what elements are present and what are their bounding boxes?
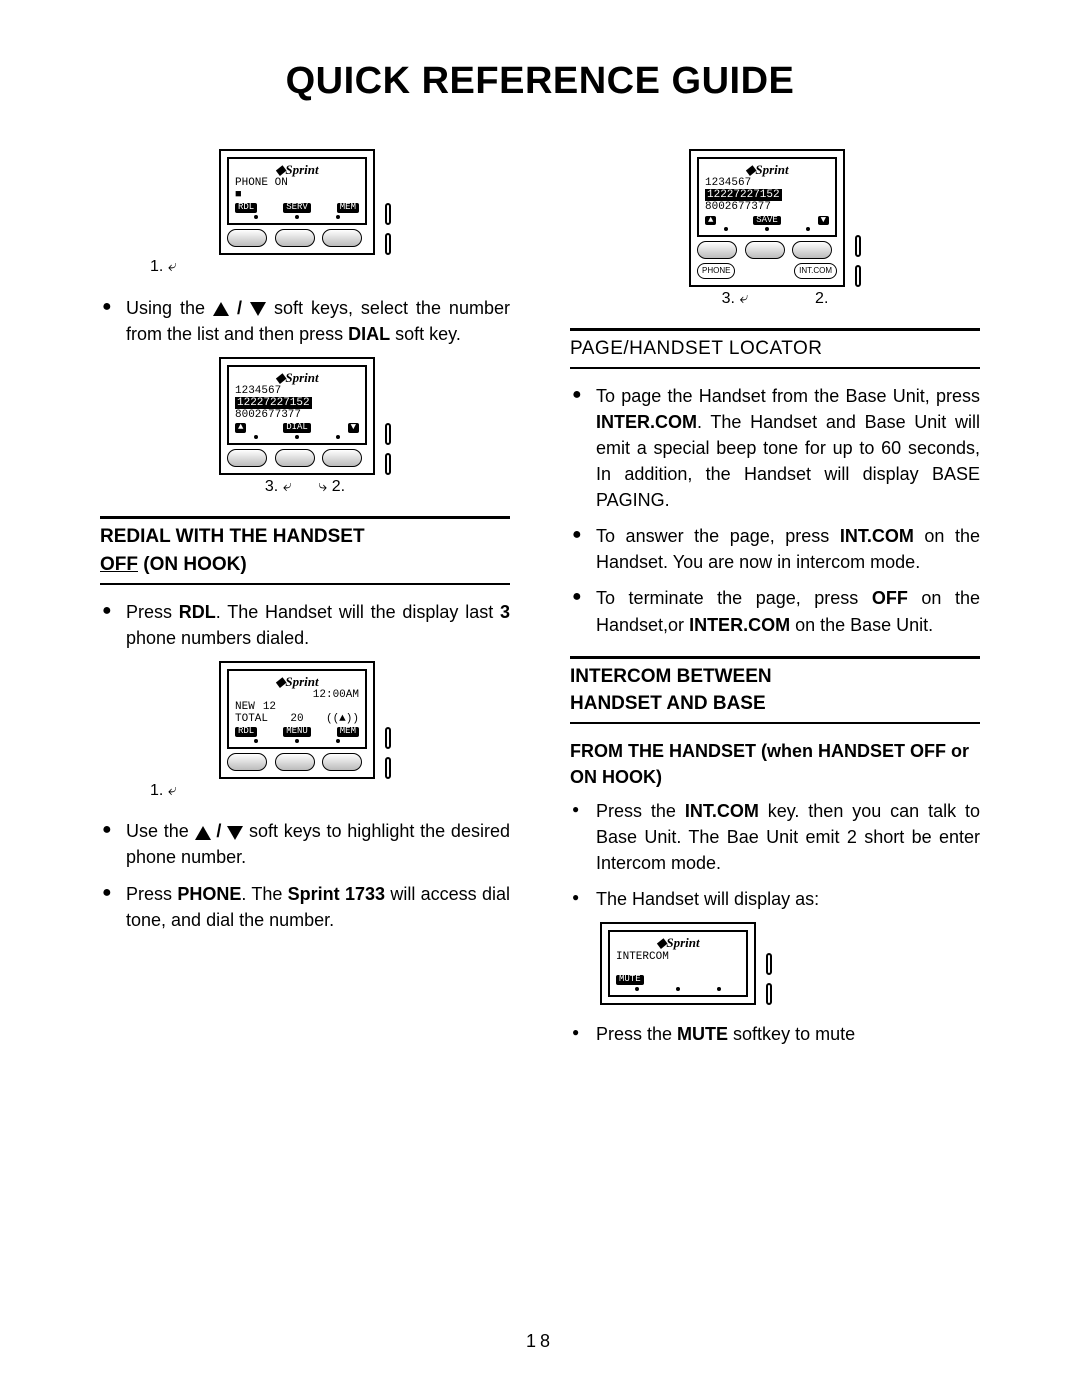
- instruction-item: To answer the page, press INT.COM on the…: [570, 523, 980, 575]
- two-column-layout: ◆Sprint PHONE ON ■ RDL SERV MEM 1. ⤶: [100, 143, 980, 1057]
- figure-3: ◆Sprint 12:00AM NEW12 TOTAL20((▲)) RDL M…: [100, 661, 510, 803]
- instruction-item: Press RDL. The Handset will the display …: [100, 599, 510, 651]
- figure-2: ◆Sprint 1234567 12227227152 8002677377 ▲…: [100, 357, 510, 499]
- figure-caption: 1. ⤶: [150, 779, 177, 802]
- figure-caption: 1. ⤶: [150, 255, 177, 278]
- softkey-label: DIAL: [283, 423, 311, 433]
- softkey-label: MUTE: [616, 975, 644, 985]
- brand-label: Sprint: [285, 162, 318, 177]
- page-title: QUICK REFERENCE GUIDE: [100, 60, 980, 103]
- brand-label: Sprint: [285, 370, 318, 385]
- bell-icon: ((▲)): [326, 713, 359, 725]
- softkey-label: RDL: [235, 203, 257, 213]
- phone-button-label: PHONE: [697, 263, 735, 279]
- instruction-item: Use the / soft keys to highlight the des…: [100, 818, 510, 870]
- instruction-item: Press the MUTE softkey to mute: [570, 1021, 980, 1047]
- instruction-item: Press the INT.COM key. then you can talk…: [570, 798, 980, 876]
- softkey-label: MEM: [337, 203, 359, 213]
- lcd-line: 8002677377: [235, 409, 359, 421]
- brand-label: Sprint: [666, 935, 699, 950]
- figure-4: ◆Sprint 1234567 12227227152 8002677377 ▲…: [570, 149, 980, 310]
- figure-1: ◆Sprint PHONE ON ■ RDL SERV MEM 1. ⤶: [100, 149, 510, 279]
- page-number: 18: [526, 1331, 554, 1352]
- instruction-item: Using the / soft keys, select the number…: [100, 295, 510, 347]
- instruction-item: To page the Handset from the Base Unit, …: [570, 383, 980, 513]
- instruction-item: The Handset will display as:: [570, 886, 980, 912]
- left-column: ◆Sprint PHONE ON ■ RDL SERV MEM 1. ⤶: [100, 143, 510, 1057]
- lcd-line: INTERCOM: [616, 951, 740, 963]
- instruction-item: Press PHONE. The Sprint 1733 will access…: [100, 881, 510, 933]
- up-arrow-icon: [195, 826, 211, 840]
- lcd-line: 1234567: [235, 385, 359, 397]
- softkey-label: MENU: [283, 727, 311, 737]
- softkey-label: RDL: [235, 727, 257, 737]
- figure-caption: 3. ⤶ 2.: [722, 287, 829, 310]
- instruction-item: To terminate the page, press OFF on the …: [570, 585, 980, 637]
- softkey-label: SERV: [283, 203, 311, 213]
- figure-caption: 3. ⤶ ⤷ 2.: [265, 475, 345, 498]
- lcd-line-selected: 12227227152: [235, 397, 312, 409]
- softkey-label: MEM: [337, 727, 359, 737]
- section-heading-page-locator: PAGE/HANDSET LOCATOR: [570, 328, 980, 369]
- softkey-label: SAVE: [753, 216, 781, 226]
- right-column: ◆Sprint 1234567 12227227152 8002677377 ▲…: [570, 143, 980, 1057]
- section-heading-intercom: INTERCOM BETWEEN HANDSET AND BASE: [570, 656, 980, 724]
- brand-label: Sprint: [755, 162, 788, 177]
- figure-5: ◆Sprint INTERCOM MUTExx: [600, 922, 980, 1004]
- section-heading-redial: REDIAL WITH THE HANDSET OFF (ON HOOK): [100, 516, 510, 584]
- down-arrow-icon: [227, 826, 243, 840]
- brand-label: Sprint: [285, 674, 318, 689]
- lcd-line: 8002677377: [705, 201, 829, 213]
- lcd-time: 12:00AM: [235, 689, 359, 701]
- intcom-button-label: INT.COM: [794, 263, 837, 279]
- lcd-line-selected: 12227227152: [705, 189, 782, 201]
- up-arrow-icon: [213, 302, 229, 316]
- lcd-line: PHONE ON: [235, 177, 359, 189]
- subsection-heading: FROM THE HANDSET (when HANDSET OFF or ON…: [570, 738, 980, 790]
- lcd-line: 1234567: [705, 177, 829, 189]
- down-arrow-icon: [250, 302, 266, 316]
